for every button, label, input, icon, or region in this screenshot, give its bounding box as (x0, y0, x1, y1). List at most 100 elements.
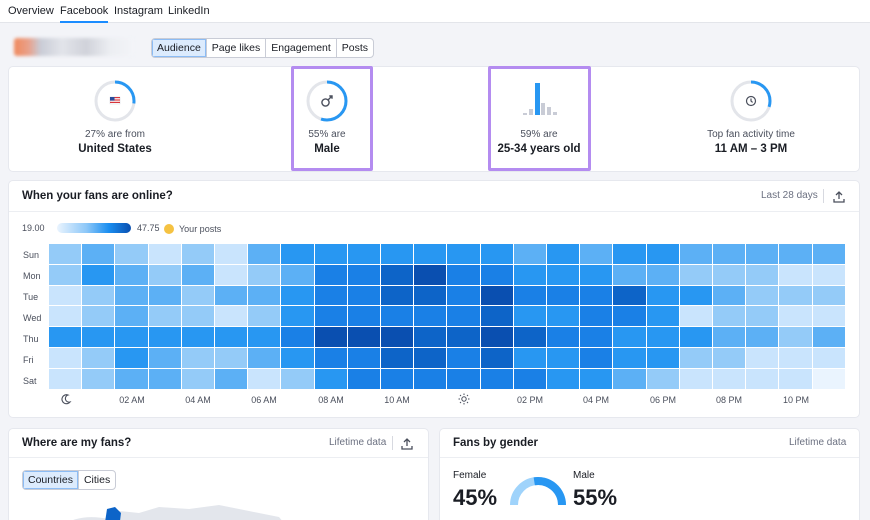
tab-instagram[interactable]: Instagram (114, 5, 163, 17)
heatmap-cell (713, 285, 746, 306)
stat-country: 27% are from United States (9, 67, 221, 171)
heatmap-cell (580, 348, 613, 368)
subtab-page-likes[interactable]: Page likes (207, 39, 267, 57)
heatmap-cell (779, 327, 812, 347)
heatmap-cell (381, 244, 414, 264)
heatmap-cell (812, 264, 845, 285)
moon-icon (61, 394, 72, 405)
stat-country-caption: 27% are from (84, 129, 146, 140)
heatmap-cell (314, 348, 347, 368)
stat-gender-caption: 55% are (308, 129, 346, 140)
heatmap-cell (148, 264, 181, 285)
heatmap-cell (779, 368, 812, 389)
tab-cities[interactable]: Cities (83, 474, 111, 486)
heatmap-cell (480, 368, 513, 389)
female-label: Female (453, 470, 487, 481)
heatmap-cell (49, 368, 82, 389)
heatmap-cell (447, 285, 480, 306)
heatmap-cell (646, 285, 679, 306)
heatmap-cell (281, 327, 314, 347)
heatmap-cell (181, 327, 214, 347)
heatmap-cell (447, 348, 480, 368)
day-label: Wed (23, 313, 42, 323)
heatmap-cell (513, 348, 546, 368)
tab-countries[interactable]: Countries (23, 471, 79, 489)
audience-stats-card: 27% are from United States 55% are Male … (9, 67, 859, 171)
heatmap-cell (480, 306, 513, 327)
tab-overview[interactable]: Overview (8, 5, 54, 17)
export-icon[interactable] (831, 189, 847, 205)
heatmap-cell (713, 244, 746, 264)
heatmap-cell (679, 348, 712, 368)
export-icon[interactable] (399, 436, 415, 452)
heatmap-cell (480, 327, 513, 347)
heatmap-cell (447, 368, 480, 389)
heatmap-cell (746, 306, 779, 327)
hour-label: 08 AM (318, 395, 344, 405)
heatmap-cell (779, 285, 812, 306)
country-ring-chart (94, 80, 136, 122)
stat-country-value: United States (78, 143, 152, 155)
heatmap-cell (82, 368, 115, 389)
heatmap-cell (181, 244, 214, 264)
heatmap-cell (115, 306, 148, 327)
tab-facebook[interactable]: Facebook (60, 5, 109, 23)
heatmap-cell (82, 348, 115, 368)
hour-label: 08 PM (715, 395, 742, 405)
heatmap-cell (447, 327, 480, 347)
female-percentage: 45% (453, 485, 498, 510)
heatmap-cell (248, 285, 281, 306)
heatmap-cell (746, 327, 779, 347)
heatmap-cell (414, 244, 447, 264)
heatmap-cell (779, 264, 812, 285)
heatmap-cell (746, 264, 779, 285)
male-percentage: 55% (573, 485, 618, 510)
heatmap-cell (547, 306, 580, 327)
day-label: Sun (23, 250, 40, 260)
heatmap-cell (248, 264, 281, 285)
heatmap-cell (347, 348, 380, 368)
heatmap-cell (181, 368, 214, 389)
hour-label: 04 AM (185, 395, 211, 405)
heatmap-cell (215, 306, 248, 327)
heatmap-cell (513, 368, 546, 389)
subtab-audience[interactable]: Audience (152, 39, 207, 57)
stat-activity-caption: Top fan activity time (707, 129, 795, 140)
heatmap-cell (580, 285, 613, 306)
heatmap-cell (281, 306, 314, 327)
heatmap-cell (480, 244, 513, 264)
gender-donut-chart (510, 477, 566, 506)
heatmap-cell (547, 244, 580, 264)
heatmap-cell (148, 368, 181, 389)
heatmap-cell (115, 285, 148, 306)
fans-gender-period: Lifetime data (789, 437, 847, 448)
heatmap-cell (547, 348, 580, 368)
heatmap-cell (679, 264, 712, 285)
top-tab-bar: Overview Facebook Instagram LinkedIn (0, 0, 870, 23)
divider (392, 436, 393, 450)
heatmap-cell (148, 327, 181, 347)
heatmap-cell (646, 327, 679, 347)
heatmap-cell (480, 285, 513, 306)
heatmap-cell (381, 368, 414, 389)
heatmap-cell (746, 348, 779, 368)
subtab-engagement[interactable]: Engagement (266, 39, 337, 57)
heatmap-cell (215, 244, 248, 264)
tab-linkedin[interactable]: LinkedIn (168, 5, 210, 17)
blurred-page-name (14, 38, 134, 56)
divider (9, 211, 859, 212)
heatmap-cell (779, 348, 812, 368)
heatmap-cell (713, 306, 746, 327)
heatmap-cell (513, 327, 546, 347)
subtab-posts[interactable]: Posts (341, 42, 369, 54)
heatmap-cell (49, 264, 82, 285)
heatmap-cell (713, 264, 746, 285)
location-tabs: Countries Cities (22, 470, 117, 490)
heatmap-cell (547, 285, 580, 306)
fans-online-title: When your fans are online? (22, 190, 173, 202)
heatmap-cell (513, 244, 546, 264)
heatmap-cell (746, 368, 779, 389)
heatmap-cell (447, 306, 480, 327)
heatmap-cell (679, 327, 712, 347)
heatmap-cell (314, 368, 347, 389)
